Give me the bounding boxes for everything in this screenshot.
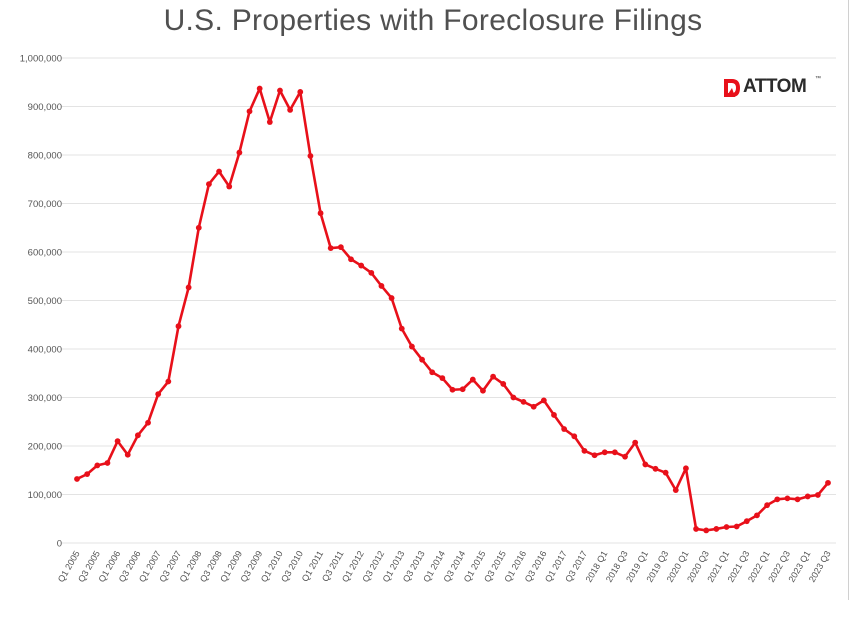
data-point xyxy=(520,398,527,405)
data-point xyxy=(358,262,365,269)
data-point xyxy=(307,153,314,159)
data-point xyxy=(642,461,649,468)
data-point xyxy=(774,496,781,503)
data-point xyxy=(165,378,172,385)
data-point xyxy=(337,244,344,251)
data-point xyxy=(256,85,263,92)
data-point xyxy=(277,87,283,94)
y-tick-label: 400,000 xyxy=(28,345,62,356)
data-point xyxy=(175,323,182,330)
data-point xyxy=(723,524,730,530)
logo-wordmark: ATTOM xyxy=(743,76,807,97)
data-point xyxy=(409,343,415,350)
data-point xyxy=(185,284,192,291)
data-point xyxy=(439,375,446,381)
data-point xyxy=(632,439,639,446)
data-point xyxy=(246,108,253,115)
data-point xyxy=(743,518,750,525)
data-point xyxy=(145,419,151,426)
data-point xyxy=(469,376,476,383)
data-point xyxy=(490,373,496,380)
data-point xyxy=(804,493,811,500)
data-point xyxy=(398,325,405,332)
data-point xyxy=(134,432,141,439)
y-tick-label: 500,000 xyxy=(28,296,62,307)
data-point xyxy=(348,256,354,263)
data-point xyxy=(104,460,111,466)
data-point xyxy=(74,476,80,482)
data-point xyxy=(419,356,425,363)
data-point xyxy=(124,451,131,458)
data-point xyxy=(571,433,578,440)
data-point xyxy=(327,245,334,252)
data-point xyxy=(703,527,710,534)
data-point xyxy=(287,106,294,113)
data-point xyxy=(368,269,375,276)
data-point xyxy=(540,397,547,404)
attom-logo-mark-icon xyxy=(724,79,740,97)
data-point xyxy=(236,149,243,156)
y-tick-label: 700,000 xyxy=(28,199,62,210)
data-point xyxy=(754,512,760,519)
data-point xyxy=(459,386,466,393)
data-point xyxy=(591,452,598,459)
data-point xyxy=(480,387,486,394)
y-tick-label: 1,000,000 xyxy=(20,54,62,65)
y-tick-label: 0 xyxy=(57,539,62,550)
data-point xyxy=(84,471,91,478)
data-point xyxy=(206,181,212,188)
data-point xyxy=(713,526,720,532)
data-point xyxy=(561,426,568,432)
data-point xyxy=(317,210,324,217)
data-point xyxy=(622,453,628,460)
data-point xyxy=(216,168,222,175)
data-point xyxy=(114,438,121,445)
y-tick-label: 200,000 xyxy=(28,442,62,453)
y-tick-label: 900,000 xyxy=(28,102,62,113)
data-point xyxy=(794,496,801,503)
data-point xyxy=(388,295,395,301)
data-point xyxy=(601,449,608,456)
data-point xyxy=(733,523,740,530)
y-tick-label: 800,000 xyxy=(28,151,62,162)
data-point xyxy=(672,487,679,494)
data-point xyxy=(683,465,689,472)
data-point xyxy=(611,449,618,456)
data-point xyxy=(155,391,162,398)
data-point xyxy=(581,447,588,454)
data-point xyxy=(652,465,659,472)
data-point xyxy=(266,119,273,125)
frame-edge xyxy=(848,0,849,600)
data-point xyxy=(693,526,699,532)
data-point xyxy=(662,469,669,476)
data-point xyxy=(784,495,791,502)
data-point xyxy=(530,403,537,410)
logo-trademark: ™ xyxy=(815,76,821,82)
data-point xyxy=(551,412,557,418)
data-point xyxy=(500,381,507,387)
data-point xyxy=(195,224,202,231)
y-tick-label: 600,000 xyxy=(28,248,62,259)
chart-title: U.S. Properties with Foreclosure Filings xyxy=(163,4,703,37)
data-point xyxy=(297,89,304,95)
data-point xyxy=(449,386,456,393)
data-point xyxy=(814,492,821,498)
y-tick-label: 100,000 xyxy=(28,490,62,501)
data-point xyxy=(825,479,831,486)
gridlines xyxy=(62,57,836,544)
y-tick-label: 300,000 xyxy=(28,393,62,404)
y-axis-tick-labels: 0 100,000 200,000 300,000 400,000 500,000 600,… xyxy=(20,54,62,550)
data-point xyxy=(94,462,101,469)
data-point xyxy=(378,283,385,289)
data-point xyxy=(226,183,233,190)
data-point xyxy=(429,369,436,376)
data-point xyxy=(510,394,517,401)
data-points xyxy=(74,85,831,534)
attom-logo: ATTOM ™ xyxy=(722,76,822,100)
data-point xyxy=(764,502,771,509)
